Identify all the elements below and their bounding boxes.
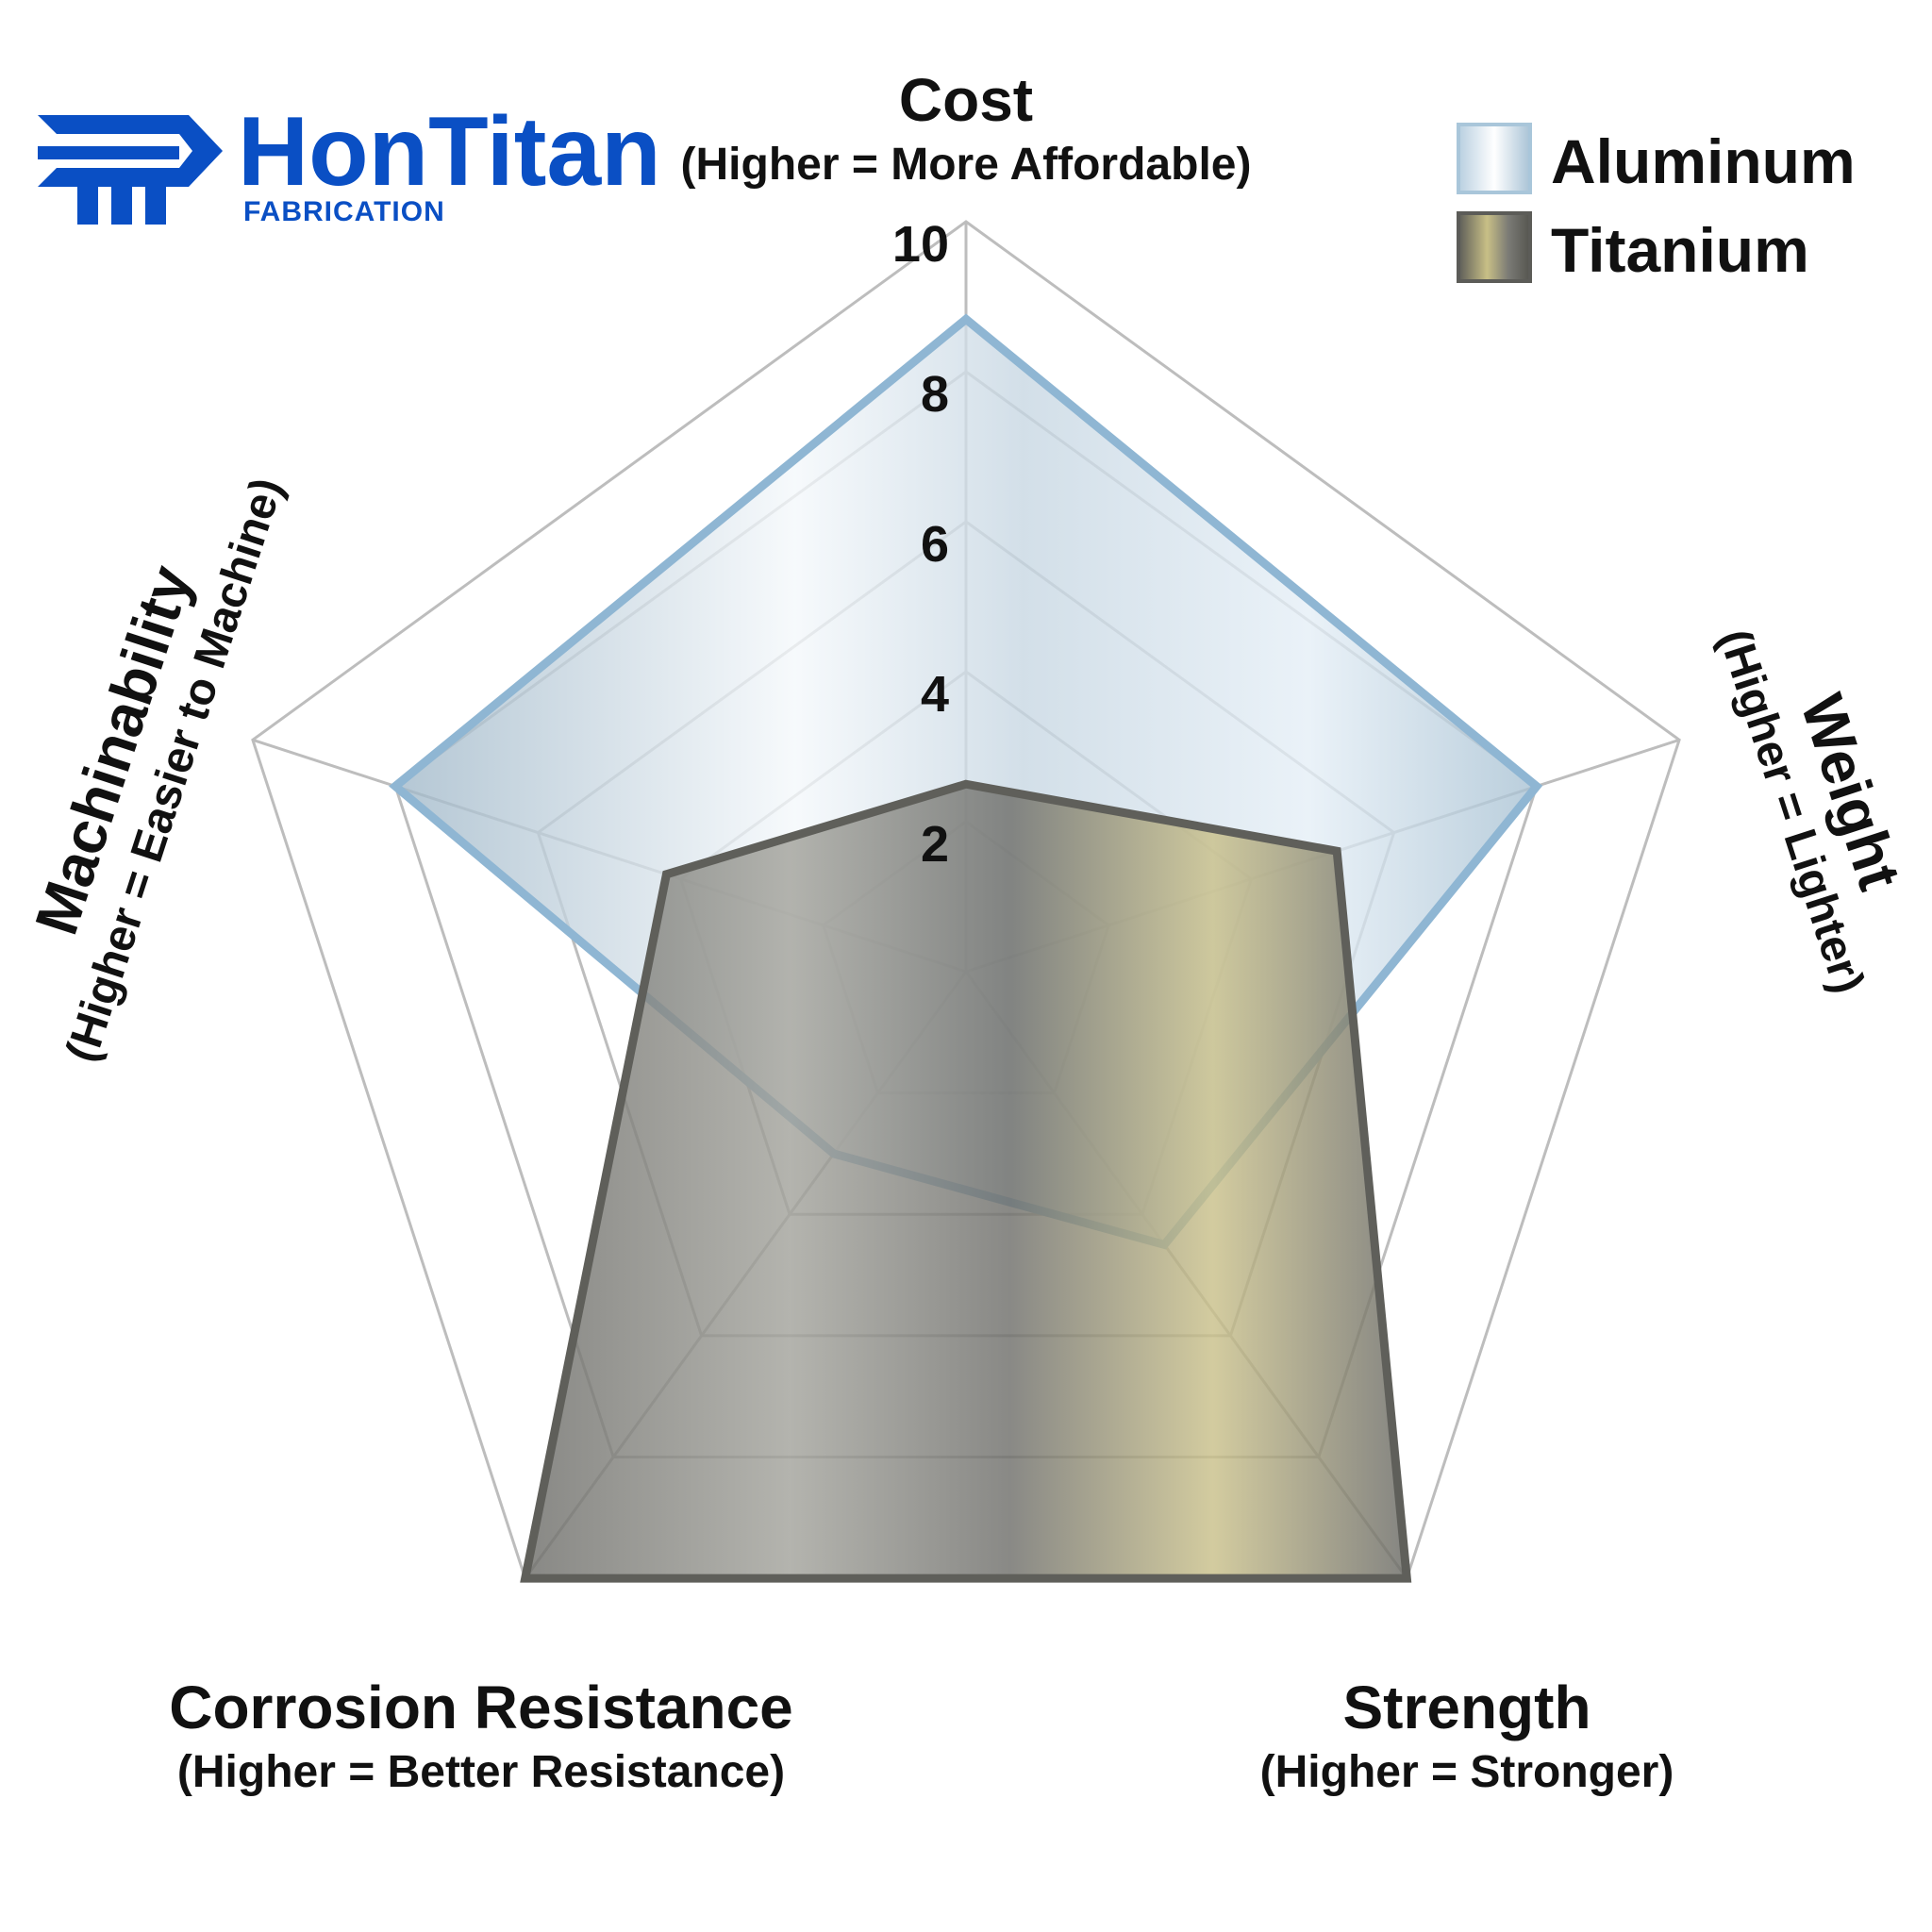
tick-label-4: 4 [921,666,949,723]
axis-label-weight: Weight (Higher = Lighter) [1709,624,1914,999]
logo-mark-icon [38,115,223,225]
axis-title-cost: Cost [899,66,1033,134]
tick-label-8: 8 [921,366,949,423]
axis-label-corrosion-resistance: Corrosion Resistance (Higher = Better Re… [169,1674,793,1797]
tick-label-2: 2 [921,816,949,873]
tick-label-10: 10 [892,216,949,273]
tick-labels: 2 4 6 8 10 [892,216,949,873]
legend-label-aluminum: Aluminum [1551,126,1856,196]
axis-title-corrosion-resistance: Corrosion Resistance [169,1674,793,1741]
axis-subtitle-corrosion-resistance: (Higher = Better Resistance) [177,1747,785,1797]
tick-label-6: 6 [921,516,949,573]
axis-title-strength: Strength [1342,1674,1591,1741]
brand-name: HonTitan [238,97,661,207]
brand-subtitle: FABRICATION [243,196,445,227]
axis-label-cost: Cost (Higher = More Affordable) [681,66,1252,190]
axis-label-machinability: Machinability (Higher = Easier to Machin… [22,472,292,1068]
axis-subtitle-strength: (Higher = Stronger) [1260,1747,1674,1797]
axis-label-strength: Strength (Higher = Stronger) [1260,1674,1674,1797]
legend-swatch-aluminum [1457,123,1532,194]
legend: Aluminum Titanium [1457,123,1856,285]
legend-swatch-titanium [1457,211,1532,283]
axis-subtitle-cost: (Higher = More Affordable) [681,140,1252,190]
brand-logo: HonTitan FABRICATION [38,97,661,227]
legend-label-titanium: Titanium [1551,215,1809,285]
series-titanium-area [520,779,1412,1583]
